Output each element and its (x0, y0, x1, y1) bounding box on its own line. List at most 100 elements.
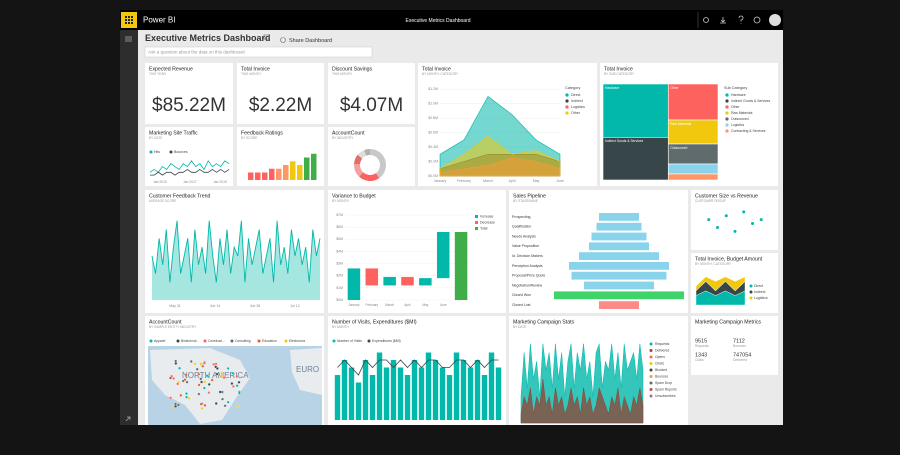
map-dot (236, 404, 240, 408)
map-dot (214, 362, 218, 366)
map-dot (176, 403, 180, 407)
legend-label: Blocked (655, 368, 667, 372)
bar (488, 352, 495, 420)
tile[interactable] (237, 63, 324, 124)
tile-title: Total Invoice (604, 66, 633, 72)
map-dot (212, 362, 216, 366)
line (149, 160, 230, 173)
treemap-cell (602, 137, 669, 181)
bar (453, 352, 460, 420)
y-tick-label: $4M (336, 249, 343, 253)
legend-label: Direct (754, 284, 763, 288)
x-tick-label: May (422, 303, 428, 307)
left-nav (120, 30, 138, 425)
tile[interactable] (328, 63, 415, 124)
metric-label: Delivered (733, 358, 747, 362)
map-dot (231, 384, 235, 388)
qa-box[interactable] (144, 46, 373, 58)
legend-marker (649, 394, 653, 398)
scatter-point (707, 218, 711, 222)
bar (404, 375, 411, 420)
tile-subtitle: BY SCORE (241, 136, 257, 140)
bar (348, 367, 355, 420)
tile[interactable] (145, 63, 233, 124)
legend-label: Expenditures ($MI) (372, 339, 401, 343)
tile-title: Total Invoice, Budget Amount (695, 256, 763, 262)
legend-marker (725, 111, 729, 115)
legend-marker (649, 362, 653, 365)
feedback-icon[interactable] (753, 16, 761, 24)
metric-label: Bounces (733, 344, 746, 348)
legend-label: Total (480, 226, 488, 230)
bar (390, 360, 397, 420)
legend-marker (169, 150, 173, 154)
legend-label: Bounces (655, 374, 668, 378)
stage-label: Perception Analysis (512, 264, 543, 268)
legend-marker (725, 129, 729, 133)
legend-label: Logistics (571, 105, 585, 109)
map-dot (230, 382, 234, 385)
qa-placeholder[interactable]: Ask a question about the data on this da… (148, 50, 245, 55)
tile-subtitle: BY MONTH, CATEGORY (422, 72, 459, 76)
share-button[interactable]: Share Dashboard (289, 38, 332, 44)
map-dot (237, 380, 241, 384)
map-dot (226, 366, 230, 370)
share-icon[interactable] (280, 37, 286, 43)
map-dot (183, 378, 187, 382)
legend-label: Construct... (208, 339, 225, 343)
legend-marker (749, 284, 753, 288)
legend-marker (203, 339, 207, 343)
bar (432, 360, 439, 420)
legend-label: Spam Drop (655, 381, 672, 385)
funnel-bar (569, 262, 669, 270)
expand-icon[interactable] (125, 416, 131, 422)
funnel-bar (596, 222, 642, 231)
metric-label: Clicks (695, 358, 704, 362)
tile[interactable] (691, 316, 778, 375)
scatter-point (751, 222, 754, 226)
download-icon[interactable] (720, 17, 726, 24)
user-avatar[interactable] (769, 14, 781, 26)
bar (481, 375, 488, 420)
treemap-label: Indirect Goods & Services (605, 139, 643, 143)
legend-marker (649, 368, 653, 372)
bar (425, 352, 432, 420)
legend-label: Bounces (174, 150, 188, 154)
map-dot (210, 378, 214, 382)
legend-label: Electronics (289, 339, 305, 343)
y-tick-label: $0.4M (428, 145, 438, 149)
y-tick-label: $0.8M (428, 116, 438, 120)
settings-icon[interactable] (703, 17, 709, 23)
kpi-value: $4.07M (340, 95, 403, 116)
help-icon[interactable] (738, 15, 744, 24)
stage-label: Id. Decision Makers (512, 254, 543, 258)
map-dot (235, 374, 239, 378)
map-dot (235, 384, 239, 388)
tile-title: Marketing Site Traffic (149, 130, 198, 136)
map-dot (202, 361, 206, 365)
tile-title: AccountCount (149, 319, 182, 325)
legend-label: Logistics (754, 296, 768, 300)
tile-title: Number of Visits, Expenditures ($MI) (332, 319, 417, 325)
kpi-value: $2.22M (249, 95, 312, 116)
map-dot (176, 382, 180, 386)
tile-subtitle: BY MONTH (332, 325, 349, 329)
map-dot (200, 380, 204, 384)
map-dot (187, 396, 191, 400)
x-tick-label: May (533, 179, 540, 183)
tile-title: Marketing Campaign Metrics (695, 319, 761, 325)
tile[interactable] (691, 190, 778, 250)
scatter-point (716, 225, 719, 229)
bar (454, 232, 468, 300)
bar (365, 268, 379, 286)
y-tick-label: $0.2M (428, 159, 438, 163)
area (152, 220, 320, 300)
scatter-point (759, 218, 763, 222)
tile[interactable] (145, 127, 233, 186)
map-dot (195, 367, 199, 371)
tile-title: Sales Pipeline (513, 193, 546, 199)
x-tick-label: January (348, 303, 360, 307)
map-dot (197, 392, 201, 396)
nav-menu-icon[interactable] (125, 36, 132, 42)
legend-label: Number of Visits (337, 339, 362, 343)
